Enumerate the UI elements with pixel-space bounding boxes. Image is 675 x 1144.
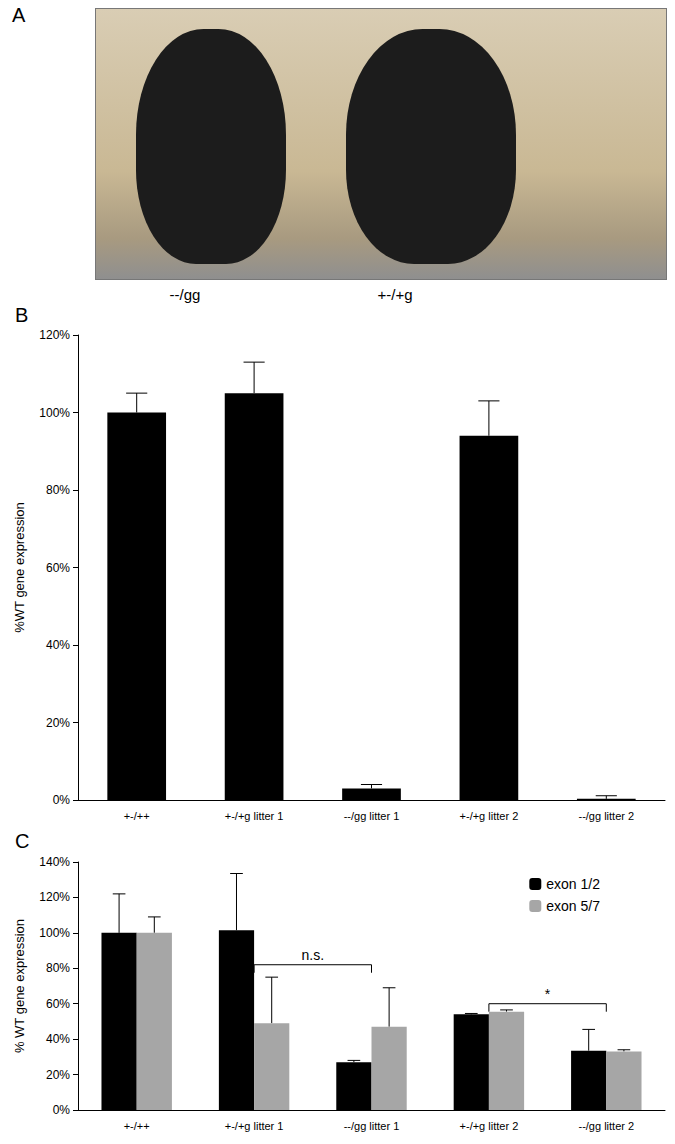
svg-text:20%: 20% — [46, 1068, 70, 1082]
svg-text:exon 1/2: exon 1/2 — [546, 876, 600, 892]
html-text:+-/+g: +-/+g — [377, 286, 413, 303]
svg-text:100%: 100% — [39, 926, 70, 940]
svg-text:+-/++: +-/++ — [124, 1120, 150, 1132]
svg-text:--/gg litter 2: --/gg litter 2 — [578, 810, 634, 822]
svg-text:40%: 40% — [46, 1032, 70, 1046]
svg-text:80%: 80% — [46, 483, 70, 497]
svg-text:--/gg litter 1: --/gg litter 1 — [344, 810, 400, 822]
svg-text:n.s.: n.s. — [302, 947, 325, 963]
html-text:A: A — [12, 4, 26, 26]
svg-text:40%: 40% — [46, 638, 70, 652]
svg-text:0%: 0% — [53, 793, 71, 807]
svg-text:+-/+g litter 1: +-/+g litter 1 — [225, 810, 284, 822]
svg-text:+-/+g litter 1: +-/+g litter 1 — [225, 1120, 284, 1132]
svg-text:--/gg litter 2: --/gg litter 2 — [578, 1120, 634, 1132]
svg-text:0%: 0% — [53, 1103, 71, 1117]
svg-text:100%: 100% — [39, 406, 70, 420]
svg-text:120%: 120% — [39, 890, 70, 904]
svg-text:%WT gene expression: %WT gene expression — [12, 502, 27, 633]
svg-text:140%: 140% — [39, 855, 70, 869]
svg-text:+-/++: +-/++ — [124, 810, 150, 822]
svg-text:80%: 80% — [46, 961, 70, 975]
svg-text:--/gg litter 1: --/gg litter 1 — [344, 1120, 400, 1132]
svg-text:60%: 60% — [46, 561, 70, 575]
svg-text:+-/+g litter 2: +-/+g litter 2 — [460, 1120, 519, 1132]
svg-text:exon 5/7: exon 5/7 — [546, 898, 600, 914]
svg-text:+-/+g litter 2: +-/+g litter 2 — [460, 810, 519, 822]
svg-text:60%: 60% — [46, 997, 70, 1011]
html-text:--/gg: --/gg — [169, 286, 201, 303]
svg-text:B: B — [15, 304, 28, 326]
svg-text:20%: 20% — [46, 716, 70, 730]
svg-text:*: * — [545, 986, 551, 1002]
svg-text:% WT gene expression: % WT gene expression — [12, 919, 27, 1053]
svg-text:C: C — [15, 830, 29, 852]
svg-text:120%: 120% — [39, 328, 70, 342]
